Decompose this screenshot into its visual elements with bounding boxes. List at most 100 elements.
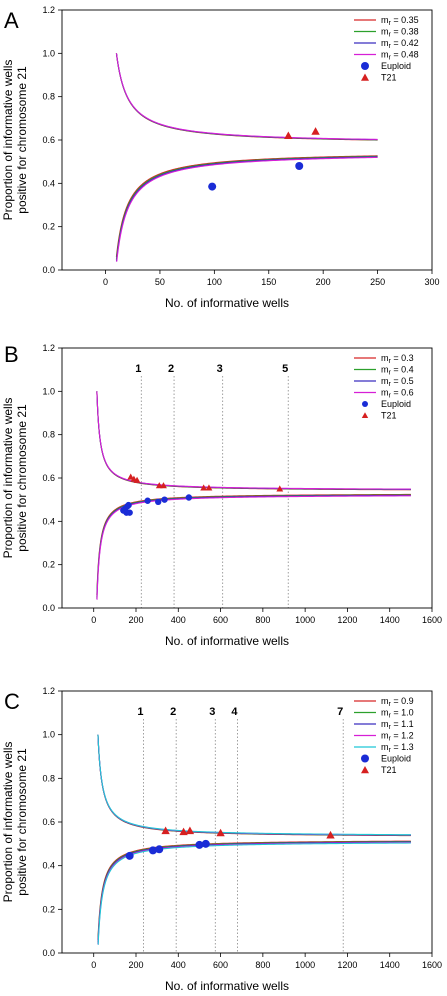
y-tick-label: 0.2: [42, 904, 55, 914]
curve-lower: [115, 156, 378, 262]
panel-label: A: [4, 8, 19, 33]
t21-point: [326, 830, 335, 839]
threshold-label: 1: [137, 706, 143, 718]
curve-upper: [115, 53, 378, 141]
x-tick-label: 1400: [380, 960, 400, 970]
legend-entry: mr = 0.42: [381, 38, 419, 50]
legend-entry: mr = 1.2: [381, 731, 414, 743]
legend-entry: mr = 0.3: [381, 353, 414, 365]
curve-upper: [97, 734, 411, 836]
euploid-point: [155, 498, 162, 506]
y-axis-label: positive for chromosome 21: [15, 66, 29, 214]
y-tick-label: 0.0: [42, 603, 55, 613]
legend-entry: mr = 0.38: [381, 27, 419, 39]
euploid-point: [155, 845, 164, 854]
x-tick-label: 200: [316, 277, 331, 287]
x-tick-label: 1200: [337, 960, 357, 970]
y-tick-label: 0.0: [42, 265, 55, 275]
plot-frame: [61, 690, 433, 954]
x-tick-label: 0: [91, 615, 96, 625]
curve-lower: [96, 494, 411, 598]
x-tick-label: 1600: [422, 960, 442, 970]
threshold-label: 5: [282, 363, 288, 375]
x-tick-label: 300: [424, 277, 439, 287]
x-tick-label: 600: [213, 960, 228, 970]
curve-upper: [115, 53, 378, 141]
euploid-point: [161, 496, 168, 503]
y-tick-label: 0.6: [42, 473, 55, 483]
t21-point: [179, 827, 188, 836]
x-tick-label: 800: [255, 960, 270, 970]
x-tick-label: 200: [128, 960, 143, 970]
legend-entry: mr = 0.4: [381, 365, 414, 377]
x-tick-label: 100: [207, 277, 222, 287]
legend-entry: mr = 0.6: [381, 388, 414, 400]
legend-euploid-marker: [362, 401, 368, 407]
euploid-point: [148, 846, 157, 855]
euploid-point: [295, 162, 304, 170]
x-tick-label: 0: [91, 960, 96, 970]
legend-entry: mr = 0.35: [381, 15, 419, 27]
curve-lower: [97, 841, 411, 943]
y-tick-label: 0.2: [42, 222, 55, 232]
curve-lower: [96, 494, 411, 600]
curve-upper: [96, 391, 411, 490]
euploid-point: [208, 182, 217, 191]
euploid-point: [125, 501, 132, 509]
y-tick-label: 0.8: [42, 92, 55, 102]
y-tick-label: 1.2: [42, 343, 55, 353]
legend-t21-marker: [361, 412, 369, 419]
curves: [96, 391, 411, 600]
t21-point: [185, 826, 195, 835]
euploid-point: [195, 840, 204, 849]
curve-lower: [97, 842, 411, 945]
x-tick-label: 1600: [422, 615, 442, 625]
y-tick-label: 1.0: [42, 730, 55, 740]
y-tick-label: 0.4: [42, 516, 55, 526]
curve-lower: [96, 493, 411, 596]
legend-t21-marker: [361, 766, 369, 774]
legend-entry: mr = 1.3: [381, 742, 414, 754]
curve-lower: [96, 495, 411, 600]
legend-entry: mr = 0.5: [381, 376, 414, 388]
x-axis-label: No. of informative wells: [165, 979, 289, 993]
y-tick-label: 1.0: [42, 386, 55, 396]
legend-entry: mr = 0.48: [381, 50, 419, 62]
legend-euploid-label: Euploid: [381, 399, 411, 409]
x-tick-label: 1000: [295, 615, 315, 625]
euploid-point: [125, 851, 134, 860]
y-axis-label: positive for chromosome 21: [15, 748, 29, 896]
curve-lower: [97, 841, 411, 945]
t21-point: [160, 482, 167, 489]
legend-entry: mr = 1.0: [381, 708, 414, 720]
threshold-label: 2: [170, 706, 176, 718]
y-tick-label: 0.4: [42, 861, 55, 871]
t21-point: [276, 485, 284, 492]
threshold-label: 2: [168, 363, 174, 375]
x-tick-label: 1200: [337, 615, 357, 625]
t21-point: [200, 484, 208, 491]
curves: [97, 734, 411, 945]
plot-frame: [61, 347, 433, 609]
threshold-label: 7: [337, 706, 343, 718]
x-tick-label: 0: [103, 277, 108, 287]
y-tick-label: 0.0: [42, 948, 55, 958]
y-tick-label: 1.0: [42, 48, 55, 58]
y-axis-label: Proportion of informative wells: [1, 398, 15, 559]
x-tick-label: 50: [155, 277, 165, 287]
threshold-label: 4: [231, 706, 238, 718]
curve-upper: [97, 734, 411, 836]
x-tick-label: 150: [261, 277, 276, 287]
y-axis-label: positive for chromosome 21: [15, 404, 29, 552]
legend-t21-label: T21: [381, 73, 397, 83]
t21-point: [205, 484, 213, 491]
panel-label: C: [4, 689, 20, 714]
euploid-point: [144, 497, 151, 504]
t21-point: [133, 476, 141, 483]
legend-euploid-label: Euploid: [381, 61, 411, 71]
legend-euploid-marker: [361, 62, 369, 70]
panel-a: A 0 50 100 150 200 250 300 0.0 0.2 0.4 0.6 0.8 1.0 1.2…: [1, 5, 440, 310]
threshold-label: 3: [209, 706, 215, 718]
curve-upper: [115, 53, 378, 140]
